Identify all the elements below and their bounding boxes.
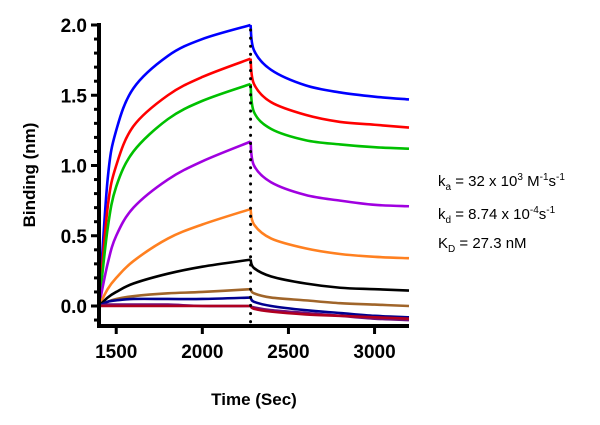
series-line-9	[249, 304, 410, 320]
series-line-0	[249, 24, 410, 101]
y-tick-label: 1.5	[61, 86, 88, 107]
x-axis-title: Time (Sec)	[211, 390, 297, 409]
y-tick-label: 0.0	[61, 297, 87, 318]
axes: 0.0 0.5 1.0 1.5 2.0 1500 2000 2500 3000	[61, 16, 409, 363]
y-tick-label: 0.5	[61, 227, 88, 248]
x-tick-label: 2500	[267, 342, 309, 363]
series-line-1	[97, 57, 252, 307]
y-tick-label: 2.0	[61, 16, 87, 37]
series-line-4	[249, 208, 410, 260]
series-line-7	[249, 296, 410, 319]
y-tick-label: 1.0	[61, 157, 87, 178]
series-line-6	[249, 288, 410, 308]
y-axis-title: Binding (nm)	[20, 123, 39, 228]
series-line-4	[97, 207, 251, 307]
series-line-8	[249, 304, 410, 322]
kinetic-constant-0: ka = 32 x 103 M-1s-1	[438, 172, 565, 193]
series-line-7	[98, 296, 251, 308]
x-tick-label: 3000	[353, 342, 395, 363]
kinetic-constant-2: KD = 27.3 nM	[438, 235, 527, 255]
series-line-5	[249, 259, 410, 292]
x-tick-label: 2000	[181, 342, 223, 363]
series-line-0	[97, 23, 251, 307]
series-line-3	[97, 140, 252, 307]
series-line-3	[249, 141, 410, 208]
kinetic-constant-1: kd = 8.74 x 10-4s-1	[438, 205, 556, 226]
sensorgram-curves	[97, 23, 410, 322]
series-line-2	[249, 83, 410, 150]
series-line-1	[249, 58, 410, 129]
series-line-2	[97, 82, 251, 307]
kinetic-constants: ka = 32 x 103 M-1s-1 kd = 8.74 x 10-4s-1 K…	[438, 168, 565, 267]
x-tick-label: 1500	[95, 342, 137, 363]
series-line-5	[98, 258, 251, 307]
